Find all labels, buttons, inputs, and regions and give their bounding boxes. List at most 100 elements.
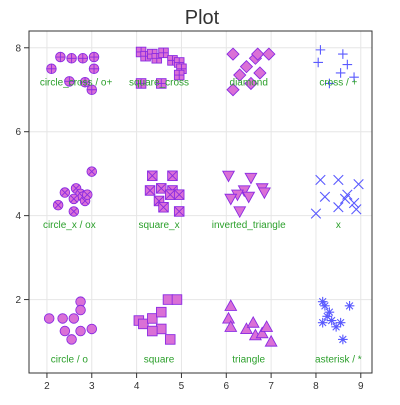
series-label: triangle [232,355,265,366]
series-inverted-triangle [221,170,271,219]
circle-marker [86,323,98,335]
cross-marker [335,68,346,78]
x-marker [339,193,351,205]
diamond-marker [253,66,267,80]
triangle-marker [224,299,238,311]
circle-marker [43,313,55,324]
cross-marker [342,59,353,70]
asterisk-marker [326,315,337,326]
cross-marker [338,49,348,59]
diamond-marker [233,68,247,82]
x-tick-label: 5 [179,381,185,392]
x-tick-label: 2 [44,381,50,392]
series-label: circle_cross / o+ [40,78,113,89]
asterisk-marker [317,317,328,328]
x-marker [333,174,344,186]
cross-marker [349,72,359,82]
series-triangle [221,299,278,347]
circle-cross-marker-cross [64,76,75,87]
circle-marker [75,304,86,316]
square-x-marker-x [144,185,156,196]
inverted-triangle-marker [244,172,258,185]
cross-marker [324,78,335,89]
square-marker [147,313,158,324]
series-circle [43,296,98,345]
square-x-marker-x [158,202,169,213]
square-x-marker-x [156,183,167,194]
inverted-triangle-marker [242,191,256,204]
square-marker [171,294,183,305]
diamond-marker [239,60,254,74]
y-tick-label: 4 [15,211,21,222]
asterisk-marker [338,334,348,345]
triangle-marker [264,334,278,347]
asterisk-marker [344,301,355,311]
x-marker [310,208,322,219]
square-x-marker-x [174,189,185,200]
series-x [310,174,364,219]
diamond-marker [251,47,265,61]
asterisk-marker [317,296,328,307]
inverted-triangle-marker [233,206,247,219]
asterisk-marker [324,307,335,317]
y-tick-label: 2 [15,295,21,306]
series-circle-cross [46,51,100,95]
circle-x-marker-x [88,167,96,176]
circle-cross-marker-cross [46,63,57,74]
x-marker [351,204,362,215]
x-tick-label: 6 [223,381,229,392]
x-marker [315,174,326,186]
circle-cross-marker-cross [78,53,88,64]
series-asterisk [317,296,355,345]
circle-x-marker-x [70,207,78,216]
circle-x-marker-x [83,190,91,199]
x-marker [333,202,344,213]
square-cross-marker-cross [136,78,146,89]
series-label: x [336,220,341,231]
circle-x-marker-x [54,201,62,209]
square-cross-marker-cross [158,48,169,58]
inverted-triangle-marker [221,170,236,183]
circle-cross-marker-cross [66,53,77,64]
label-layer: circle_cross / o+ square_cross diamond cros… [40,78,362,366]
square-marker [138,318,149,330]
circle-marker [57,313,68,324]
triangle-marker [255,326,269,339]
series-label: inverted_triangle [212,220,286,231]
square-marker [156,306,167,318]
x-marker [348,197,360,209]
series-diamond [226,47,276,97]
series-square-x [144,170,185,217]
circle-x-marker-x [61,188,69,197]
series-label: diamond [230,78,268,89]
series-label: asterisk / * [315,355,362,366]
series-label: square [144,355,175,366]
asterisk-marker [320,301,330,311]
triangle-marker [221,311,236,324]
x-marker [319,191,331,202]
diamond-marker [226,83,240,97]
circle-marker [59,325,71,337]
x-tick-label: 3 [89,381,95,392]
x-tick-label: 7 [268,381,274,392]
triangle-marker [239,322,253,334]
square-cross-marker-cross [174,70,185,80]
series-label: square_cross [129,78,189,89]
square-x-marker-x [167,170,178,181]
series-label: circle / o [51,355,89,366]
chart-title: Plot [185,7,220,29]
diamond-marker [244,76,258,91]
x-marker [353,178,364,190]
square-cross-marker-cross [151,53,162,64]
series-cross [313,45,359,89]
square-marker [164,334,176,345]
series-square-cross [135,46,187,89]
square-x-marker-x [165,189,176,200]
triangle-marker [260,320,274,332]
series-label: cross / + [319,78,357,89]
circle-cross-marker-cross [89,63,99,74]
diamond-marker [262,47,276,61]
square-marker [147,325,158,337]
